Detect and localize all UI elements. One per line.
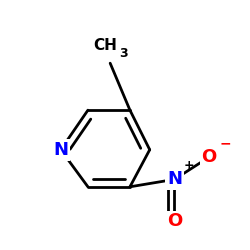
Text: O: O [167,212,182,230]
Text: 3: 3 [120,47,128,60]
Text: N: N [53,141,68,159]
Text: O: O [202,148,217,166]
Text: CH: CH [93,38,117,54]
Text: −: − [219,136,231,150]
Text: N: N [167,170,182,188]
Text: +: + [184,159,194,172]
